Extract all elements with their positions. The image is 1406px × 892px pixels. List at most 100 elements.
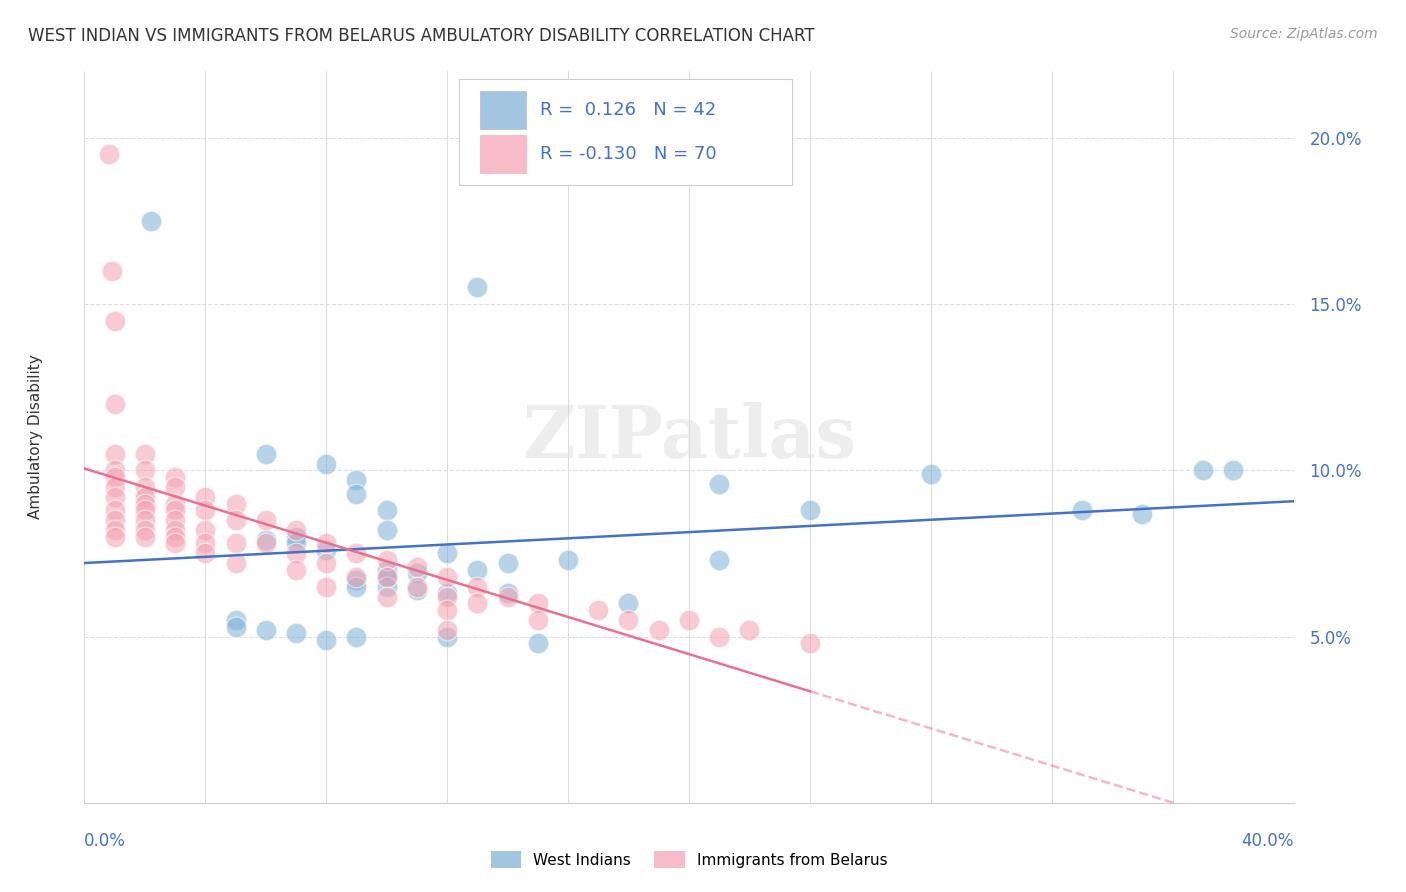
Point [527,596,550,610]
Point [165,536,187,550]
Point [920,467,942,481]
Point [134,447,156,461]
Point [375,553,398,567]
Point [346,546,368,560]
Point [134,530,156,544]
Point [104,397,127,411]
Point [104,463,127,477]
Point [285,523,308,537]
Point [436,586,458,600]
Point [406,582,429,597]
Point [375,590,398,604]
Point [406,580,429,594]
Point [436,630,458,644]
Point [375,563,398,577]
Point [254,447,277,461]
Point [467,580,489,594]
Point [346,580,368,594]
Point [436,623,458,637]
Point [285,530,308,544]
Point [104,523,127,537]
Point [134,490,156,504]
Point [165,480,187,494]
Point [527,613,550,627]
Point [225,557,247,571]
Point [97,147,120,161]
Point [467,563,489,577]
Point [648,623,671,637]
Text: ZIPatlas: ZIPatlas [522,401,856,473]
Point [285,563,308,577]
Legend: West Indians, Immigrants from Belarus: West Indians, Immigrants from Belarus [491,851,887,868]
Point [104,513,127,527]
Point [1222,463,1244,477]
Point [285,626,308,640]
Point [1130,507,1153,521]
Point [1192,463,1215,477]
Point [104,314,127,328]
Point [315,536,337,550]
Point [617,613,640,627]
Point [134,480,156,494]
Point [194,546,217,560]
Point [315,457,337,471]
Point [254,536,277,550]
Text: 40.0%: 40.0% [1241,832,1294,850]
FancyBboxPatch shape [460,78,792,185]
Point [346,570,368,584]
Point [165,470,187,484]
Point [467,280,489,294]
Point [346,573,368,587]
Point [165,497,187,511]
Point [346,630,368,644]
Point [194,490,217,504]
Point [100,264,122,278]
Point [617,596,640,610]
Point [346,473,368,487]
Point [375,503,398,517]
Point [104,503,127,517]
Point [165,513,187,527]
FancyBboxPatch shape [479,135,526,173]
Point [139,214,162,228]
Point [678,613,700,627]
Point [104,470,127,484]
Point [375,570,398,584]
Point [194,523,217,537]
Point [104,490,127,504]
Point [436,603,458,617]
Point [496,586,519,600]
Point [406,566,429,581]
Point [315,632,337,647]
Point [104,447,127,461]
Point [375,580,398,594]
Text: WEST INDIAN VS IMMIGRANTS FROM BELARUS AMBULATORY DISABILITY CORRELATION CHART: WEST INDIAN VS IMMIGRANTS FROM BELARUS A… [28,27,814,45]
Point [709,630,731,644]
Point [315,580,337,594]
Point [436,590,458,604]
Point [165,503,187,517]
Point [588,603,610,617]
Point [375,570,398,584]
Point [225,613,247,627]
Text: Source: ZipAtlas.com: Source: ZipAtlas.com [1230,27,1378,41]
Text: Ambulatory Disability: Ambulatory Disability [28,355,44,519]
Point [709,476,731,491]
Point [496,557,519,571]
Point [134,513,156,527]
Point [285,546,308,560]
Point [527,636,550,650]
Point [738,623,761,637]
Text: R = -0.130   N = 70: R = -0.130 N = 70 [540,145,717,163]
Point [799,636,821,650]
Point [254,623,277,637]
Point [165,530,187,544]
Point [254,533,277,548]
Point [134,503,156,517]
Text: 0.0%: 0.0% [84,832,127,850]
Point [194,536,217,550]
Point [254,513,277,527]
Point [194,503,217,517]
Point [799,503,821,517]
Point [104,530,127,544]
